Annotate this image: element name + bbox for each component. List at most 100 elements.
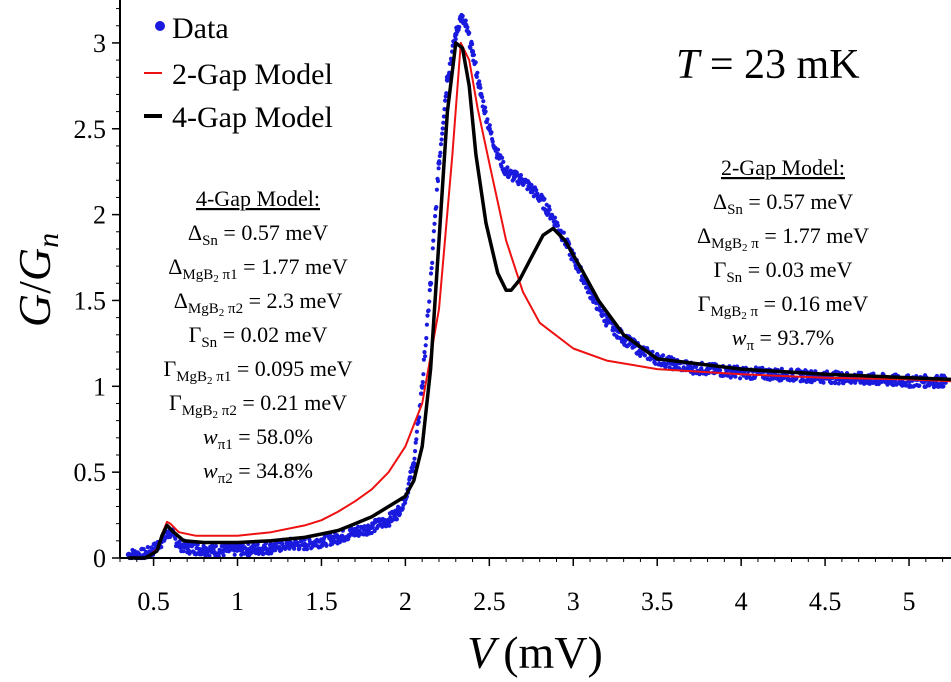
data-point [201, 546, 207, 553]
data-point [836, 381, 841, 386]
data-point [457, 25, 462, 30]
data-point [413, 440, 418, 445]
x-tick-label: 1 [231, 587, 244, 616]
data-point [505, 165, 510, 170]
data-point [547, 204, 552, 209]
data-point [176, 541, 182, 547]
y-axis-label: G/Gn [9, 233, 65, 327]
data-point [433, 214, 438, 219]
data-point [642, 353, 648, 358]
y-tick-label: 1 [93, 372, 106, 401]
data-point [705, 366, 711, 372]
data-point [426, 308, 431, 313]
data-point [561, 230, 566, 235]
data-point [833, 381, 838, 386]
data-point [485, 117, 490, 122]
data-point [516, 182, 521, 187]
x-tick-label: 1.5 [305, 587, 338, 616]
x-axis-label: V (mV) [467, 627, 603, 678]
data-point [437, 153, 442, 159]
data-point [435, 178, 441, 184]
data-point [553, 220, 560, 226]
y-label-g: G [9, 294, 60, 327]
four-gap-annotation: 4-Gap Model: ΔSn = 0.57 meV ΔMgB2 π1 = 1.7… [163, 186, 352, 487]
y-tick-label: 2 [93, 201, 106, 230]
data-point [478, 91, 484, 97]
data-point [428, 280, 434, 286]
data-point [411, 461, 417, 467]
data-point [423, 343, 428, 348]
data-point [145, 545, 150, 550]
data-point [430, 260, 435, 265]
annotation-line: ΔMgB2 π = 1.77 meV [697, 223, 869, 254]
data-point [380, 524, 385, 529]
data-point [439, 137, 444, 142]
data-point [213, 544, 218, 549]
legend: Data 2-Gap Model 4-Gap Model [144, 12, 333, 134]
data-point [468, 45, 473, 51]
data-point [444, 74, 450, 80]
data-point [141, 547, 146, 552]
data-point [394, 510, 400, 516]
x-label-v: V [467, 627, 500, 678]
data-point [481, 99, 486, 104]
data-point [441, 114, 446, 119]
data-point [469, 48, 476, 55]
data-point [251, 546, 257, 553]
annotation-line: ΔMgB2 π2 = 2.3 meV [174, 288, 343, 319]
x-label-unit: (mV) [503, 627, 603, 678]
data-point [453, 36, 458, 42]
data-point [489, 130, 494, 135]
data-point [604, 318, 610, 324]
temperature-symbol: T [676, 42, 702, 88]
data-point [134, 552, 140, 558]
data-point [414, 429, 419, 434]
data-point [369, 524, 375, 530]
data-point [443, 94, 448, 99]
data-point [535, 191, 540, 196]
two-gap-model-line [128, 41, 951, 559]
data-point [458, 14, 464, 20]
data-point [232, 552, 237, 557]
data-point [324, 543, 329, 548]
y-label-g2: G [9, 248, 60, 281]
annotation-line: ΓMgB2 π = 0.16 meV [698, 291, 869, 322]
two-gap-annotation: 2-Gap Model: ΔSn = 0.57 meV ΔMgB2 π = 1.77… [697, 155, 869, 354]
x-tick-label: 4.5 [809, 587, 842, 616]
data-point [173, 536, 178, 541]
data-point [821, 380, 826, 385]
data-point [421, 372, 426, 377]
data-point [420, 380, 425, 385]
data-point [693, 364, 699, 369]
data-point [661, 353, 666, 358]
model-lines-layer [128, 41, 951, 560]
y-tick-label: 1.5 [74, 286, 107, 315]
data-point [221, 553, 226, 558]
data-point [444, 91, 449, 96]
data-point [520, 177, 526, 183]
data-point [487, 123, 492, 128]
data-point [292, 546, 297, 551]
data-point [733, 374, 738, 379]
data-point [414, 437, 419, 442]
annotation-title: 4-Gap Model: [196, 186, 320, 211]
data-point [483, 105, 488, 110]
data-point [718, 368, 723, 373]
data-point [438, 142, 444, 147]
data-point [218, 548, 224, 554]
data-point [500, 155, 505, 160]
data-point [552, 215, 558, 220]
temperature-value: = 23 mK [699, 42, 859, 88]
data-point [412, 456, 417, 461]
data-point [511, 174, 518, 180]
x-tick-label: 2.5 [473, 587, 506, 616]
data-point [427, 299, 432, 304]
data-point [431, 238, 436, 243]
data-point [490, 139, 495, 144]
data-point [859, 370, 864, 375]
x-tick-label: 0.5 [137, 587, 170, 616]
legend-data-label: Data [172, 12, 229, 45]
data-point [424, 322, 429, 327]
x-tick-label: 3.5 [641, 587, 674, 616]
